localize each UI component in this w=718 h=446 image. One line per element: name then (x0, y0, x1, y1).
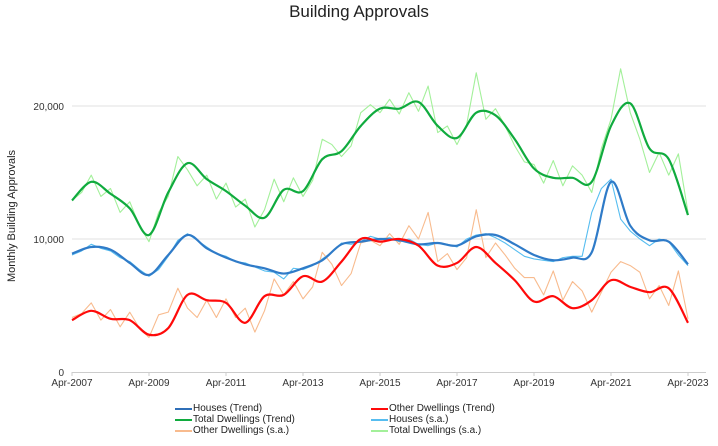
y-tick-label: 10,000 (33, 235, 64, 246)
axes: 0 10,000 20,000 Apr-2007 Apr-2009 Apr-2011 Apr… (33, 102, 709, 389)
series-lines (71, 68, 690, 338)
legend-label: Total Dwellings (Trend) (193, 414, 295, 425)
legend-item-total-sa[interactable]: Total Dwellings (s.a.) (371, 425, 495, 436)
x-tick-label: Apr-2011 (206, 378, 247, 389)
x-tick-label: Apr-2021 (590, 378, 632, 389)
series-line-total-dwellings-trend (71, 100, 690, 237)
legend-item-houses-sa[interactable]: Houses (s.a.) (371, 414, 495, 425)
series-line-houses-s-a (71, 178, 689, 280)
legend-label: Total Dwellings (s.a.) (389, 425, 482, 436)
legend-swatch (371, 429, 388, 432)
series-line-other-dwellings-trend (71, 236, 689, 337)
legend-swatch (175, 429, 192, 432)
legend-swatch (175, 407, 192, 410)
legend-item-total-trend[interactable]: Total Dwellings (Trend) (175, 414, 295, 425)
x-tick-label: Apr-2017 (436, 378, 478, 389)
x-tick-label: Apr-2023 (667, 378, 709, 389)
legend-label: Other Dwellings (s.a.) (193, 425, 290, 436)
x-tick-label: Apr-2009 (128, 378, 170, 389)
series-line-total-dwellings-s-a (71, 68, 689, 243)
legend-column-left: Houses (Trend) Total Dwellings (Trend) O… (175, 403, 295, 436)
x-tick-label: Apr-2007 (51, 378, 93, 389)
legend-label: Other Dwellings (Trend) (389, 403, 495, 414)
legend-item-other-sa[interactable]: Other Dwellings (s.a.) (175, 425, 295, 436)
x-tick-label: Apr-2013 (282, 378, 324, 389)
legend-label: Houses (s.a.) (389, 414, 449, 425)
legend-item-other-trend[interactable]: Other Dwellings (Trend) (371, 403, 495, 414)
legend-swatch (371, 418, 388, 421)
legend-label: Houses (Trend) (193, 403, 263, 414)
x-tick-label: Apr-2015 (359, 378, 401, 389)
legend-swatch (175, 418, 192, 421)
y-tick-label: 20,000 (33, 102, 64, 113)
y-tick-label: 0 (58, 368, 64, 379)
legend-item-houses-trend[interactable]: Houses (Trend) (175, 403, 295, 414)
legend-column-right: Other Dwellings (Trend) Houses (s.a.) To… (371, 403, 495, 436)
series-line-houses-trend (71, 180, 689, 277)
series-line-other-dwellings-s-a (71, 209, 689, 338)
x-tick-label: Apr-2019 (513, 378, 555, 389)
legend-swatch (371, 407, 388, 410)
chart-title: Building Approvals (289, 2, 429, 21)
